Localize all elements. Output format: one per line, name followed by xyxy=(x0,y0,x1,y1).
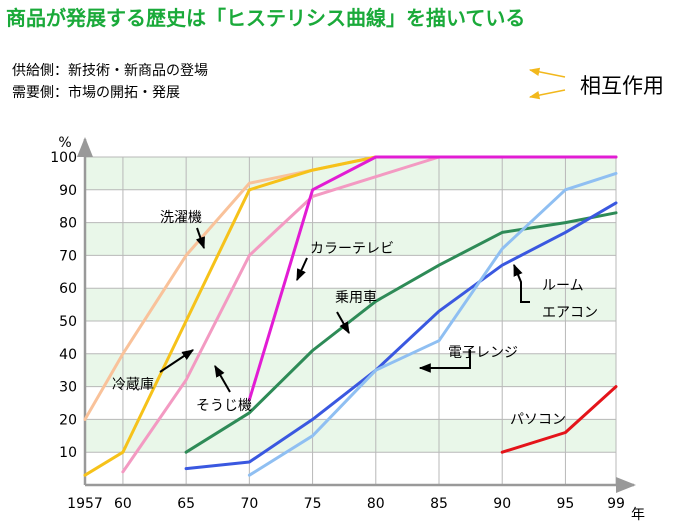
label-color-tv: カラーテレビ xyxy=(310,241,394,257)
label-air-conditioner-2: エアコン xyxy=(542,305,598,321)
x-tick-label: 65 xyxy=(177,496,195,512)
pointer-microwave xyxy=(418,350,471,373)
legend-arrow-right-icon xyxy=(528,89,566,100)
label-air-conditioner-1: ルーム xyxy=(542,278,584,294)
x-tick-label: 1957 xyxy=(67,496,103,512)
series-line-4 xyxy=(184,211,618,454)
x-tick-label: 90 xyxy=(493,496,511,512)
demand-side-text: 需要側：市場の開拓・発展 xyxy=(12,85,180,101)
label-microwave: 電子レンジ xyxy=(448,345,518,361)
legend-arrow-left-icon xyxy=(528,67,566,78)
y-tick-label: 30 xyxy=(59,380,77,396)
y-tick-label: 20 xyxy=(59,412,77,428)
label-car: 乗用車 xyxy=(335,289,377,306)
label-washing-machine: 洗濯機 xyxy=(160,210,202,226)
label-pointers xyxy=(159,227,530,393)
x-tick-label: 70 xyxy=(240,496,258,512)
y-tick-label: 10 xyxy=(59,445,77,461)
y-tick-label: 90 xyxy=(59,183,77,199)
legend-interaction-label: 相互作用 xyxy=(580,74,664,98)
series-line-6 xyxy=(247,171,618,477)
x-tick-label: 75 xyxy=(304,496,322,512)
grid-band xyxy=(85,353,616,387)
x-tick-label: 80 xyxy=(367,496,385,512)
series-line-3 xyxy=(247,155,618,402)
x-axis-label: 年 xyxy=(631,507,645,523)
x-tick-label: 85 xyxy=(430,496,448,512)
y-tick-label: 80 xyxy=(59,216,77,232)
axes: 10 20 30 40 50 60 70 80 90 100 1957 60 65 70 75 80 85 90 9… xyxy=(50,135,645,523)
y-tick-label: 40 xyxy=(59,347,77,363)
series-line-7 xyxy=(500,385,618,454)
pointer-washing-machine xyxy=(195,227,205,250)
y-tick-label: 60 xyxy=(59,281,77,297)
label-vacuum: そうじ機 xyxy=(196,398,252,414)
y-axis-label: % xyxy=(58,135,71,151)
label-refrigerator: 冷蔵庫 xyxy=(112,376,154,393)
series-lines xyxy=(83,155,618,477)
pointer-car xyxy=(336,311,350,335)
grid-band xyxy=(85,419,616,453)
page-title: 商品が発展する歴史は「ヒステリシス曲線」を描いている xyxy=(6,6,526,30)
x-tick-label: 60 xyxy=(114,496,132,512)
pointer-refrigerator xyxy=(159,349,194,373)
x-tick-label: 99 xyxy=(607,496,625,512)
y-tick-label: 50 xyxy=(59,314,77,330)
y-tick-label: 100 xyxy=(50,150,77,166)
pointer-air-conditioner xyxy=(513,263,530,303)
supply-side-text: 供給側：新技術・新商品の登場 xyxy=(12,63,208,79)
series-line-5 xyxy=(184,201,618,471)
pointer-color-tv xyxy=(296,257,308,282)
x-tick-label: 95 xyxy=(557,496,575,512)
label-pc: パソコン xyxy=(510,412,566,428)
grid-band xyxy=(85,288,616,321)
pointer-vacuum xyxy=(214,364,231,393)
series-labels: 洗濯機 冷蔵庫 そうじ機 カラーテレビ 乗用車 ルーム エアコン 電子レンジ パ… xyxy=(112,210,598,428)
y-tick-label: 70 xyxy=(59,248,77,264)
